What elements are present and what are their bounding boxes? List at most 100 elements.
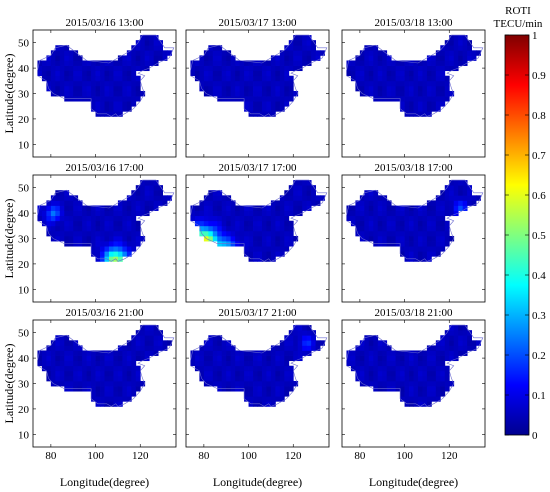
roti-cell xyxy=(140,65,146,72)
roti-cell xyxy=(257,75,263,82)
roti-cell xyxy=(306,60,312,66)
roti-cell xyxy=(140,190,146,196)
roti-cell xyxy=(59,225,65,232)
roti-cell xyxy=(64,70,70,77)
roti-cell xyxy=(382,380,388,387)
roti-cell xyxy=(100,70,105,77)
roti-cell xyxy=(426,355,432,362)
roti-cell xyxy=(95,235,101,242)
roti-cell xyxy=(444,190,450,196)
roti-cell xyxy=(261,246,267,252)
roti-cell xyxy=(266,220,272,227)
roti-cell xyxy=(73,365,79,372)
roti-cell xyxy=(46,360,52,367)
roti-cell xyxy=(409,246,414,252)
roti-cell xyxy=(104,230,110,237)
roti-cell xyxy=(426,350,432,356)
roti-cell xyxy=(244,230,249,237)
roti-cell xyxy=(158,195,163,201)
roti-cell xyxy=(373,225,379,232)
roti-cell xyxy=(190,350,196,356)
roti-cell xyxy=(104,380,110,387)
roti-cell xyxy=(73,200,79,206)
roti-cell xyxy=(417,391,423,397)
roti-cell xyxy=(359,85,365,92)
roti-cell xyxy=(279,55,285,61)
roti-cell xyxy=(284,96,290,102)
roti-cell xyxy=(149,60,155,66)
roti-cell xyxy=(257,386,263,392)
roti-cell xyxy=(368,190,374,196)
roti-cell xyxy=(462,205,468,211)
roti-cell xyxy=(212,230,218,237)
roti-cell xyxy=(266,75,272,82)
roti-cell xyxy=(409,235,414,242)
roti-cell xyxy=(82,210,88,217)
roti-cell xyxy=(404,370,410,377)
roti-cell xyxy=(270,360,276,367)
roti-cell xyxy=(306,190,312,196)
roti-cell xyxy=(117,391,123,397)
roti-cell xyxy=(158,190,163,196)
roti-cell xyxy=(359,80,365,87)
roti-cell xyxy=(449,55,455,61)
roti-cell xyxy=(395,60,401,66)
roti-cell xyxy=(288,65,294,72)
roti-cell xyxy=(409,375,414,382)
roti-cell xyxy=(440,380,446,387)
roti-cell xyxy=(208,75,214,82)
roti-cell xyxy=(117,401,123,407)
roti-cell xyxy=(435,215,441,222)
roti-cell xyxy=(153,190,159,196)
roti-cell xyxy=(364,360,370,367)
roti-cell xyxy=(288,241,294,247)
roti-cell xyxy=(440,225,446,232)
roti-cell xyxy=(400,70,405,77)
roti-cell xyxy=(395,380,401,387)
roti-cell xyxy=(377,80,383,87)
roti-cell xyxy=(373,70,379,77)
roti-cell xyxy=(279,365,285,372)
roti-cell xyxy=(417,241,423,247)
roti-cell xyxy=(140,195,146,201)
roti-cell xyxy=(386,210,392,217)
roti-cell xyxy=(248,210,254,217)
roti-cell xyxy=(435,241,441,247)
roti-cell xyxy=(257,360,263,367)
roti-cell xyxy=(95,106,101,112)
roti-cell xyxy=(113,370,119,377)
roti-cell xyxy=(55,340,61,346)
roti-cell xyxy=(91,65,96,72)
roti-cell xyxy=(68,70,74,77)
roti-cell xyxy=(391,380,397,387)
roti-cell xyxy=(435,101,441,107)
coastline xyxy=(190,179,328,262)
roti-cell xyxy=(203,210,209,217)
roti-cell xyxy=(199,65,205,72)
roti-cell xyxy=(417,111,423,117)
roti-cell xyxy=(467,190,472,196)
roti-cell xyxy=(235,235,241,242)
roti-cell xyxy=(230,360,236,367)
roti-cell xyxy=(261,386,267,392)
roti-cell xyxy=(73,215,79,222)
y-tick-label: 30 xyxy=(18,379,30,391)
roti-cell xyxy=(122,246,128,252)
colorbar-tick-label: 0.2 xyxy=(532,350,546,362)
roti-cell xyxy=(64,205,70,211)
roti-cell xyxy=(440,200,446,206)
roti-cell xyxy=(467,330,472,336)
roti-cell xyxy=(208,200,214,206)
roti-cell xyxy=(266,210,272,217)
roti-cell xyxy=(239,225,245,232)
roti-cell xyxy=(440,386,446,392)
panel-title: 2015/03/18 17:00 xyxy=(375,162,453,174)
panel-1: 2015/03/16 13:001020304050Latitude(degre… xyxy=(2,17,177,158)
roti-cell xyxy=(257,101,263,107)
roti-cell xyxy=(422,85,428,92)
roti-cell xyxy=(382,55,388,61)
roti-cell xyxy=(73,90,79,97)
roti-cell xyxy=(449,325,455,331)
roti-cell xyxy=(444,75,450,82)
